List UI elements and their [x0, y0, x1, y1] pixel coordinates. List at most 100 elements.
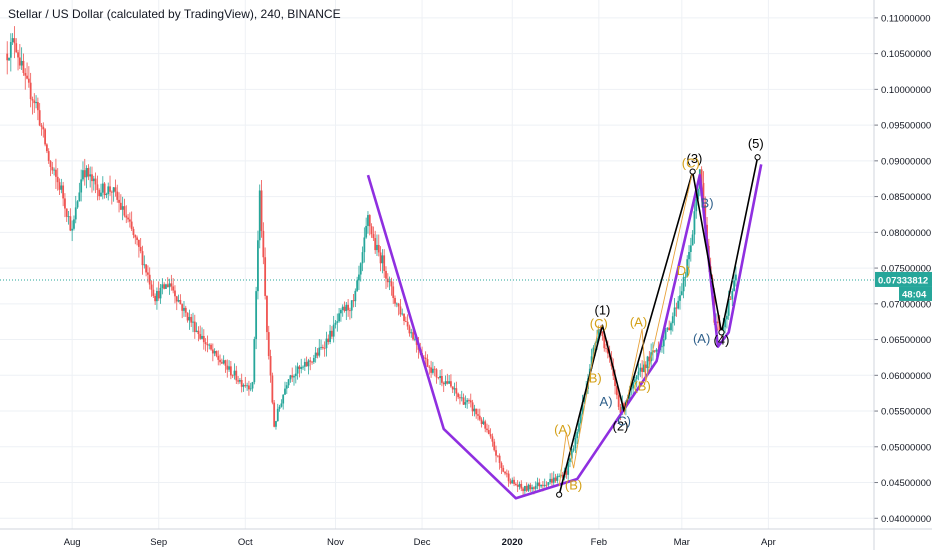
- candle-body: [246, 385, 249, 387]
- wave-label: D): [677, 263, 691, 278]
- y-tick-label: 0.05000000: [881, 442, 931, 453]
- candle-body: [109, 186, 111, 192]
- candle-body: [695, 199, 698, 212]
- candle-body: [262, 230, 265, 258]
- wave-label: (2): [613, 418, 629, 433]
- candle-body: [552, 477, 555, 483]
- candle-body: [202, 335, 205, 343]
- candle-body: [238, 379, 241, 382]
- candle-body: [661, 346, 663, 348]
- candle-body: [78, 192, 81, 202]
- candle-body: [195, 330, 198, 332]
- candle-body: [702, 182, 705, 205]
- candle-body: [340, 309, 342, 314]
- candle-body: [29, 82, 32, 100]
- candle-body: [219, 359, 221, 363]
- candle-body: [15, 43, 18, 53]
- wave-label: (A): [693, 331, 710, 346]
- candle-body: [478, 415, 481, 420]
- candle-body: [332, 324, 335, 337]
- candle-body: [718, 323, 721, 332]
- candle-body: [603, 336, 606, 349]
- candle-body: [679, 295, 681, 301]
- candle-body: [69, 216, 72, 231]
- candle-body: [55, 169, 57, 177]
- candle-body: [433, 368, 436, 370]
- candle-body: [385, 270, 387, 279]
- x-tick-label: Feb: [591, 537, 607, 548]
- candle-body: [684, 276, 687, 278]
- candle-body: [399, 306, 402, 315]
- candle-body: [477, 414, 479, 416]
- candle-body: [123, 206, 126, 216]
- candle-body: [150, 284, 153, 290]
- candle-body: [118, 199, 120, 203]
- candle-body: [208, 344, 211, 346]
- candle-body: [159, 287, 162, 299]
- candle-body: [336, 321, 339, 323]
- y-tick-label: 0.10500000: [881, 49, 931, 60]
- candle-body: [410, 332, 413, 334]
- candle-body: [601, 331, 604, 337]
- y-tick-label: 0.11000000: [881, 13, 931, 24]
- candle-body: [424, 357, 427, 360]
- candle-body: [527, 484, 530, 491]
- candle-body: [314, 352, 317, 358]
- candle-body: [513, 479, 515, 484]
- candle-body: [367, 215, 369, 226]
- wave-label: (A): [554, 422, 571, 437]
- candle-body: [311, 361, 313, 363]
- candle-body: [404, 320, 407, 322]
- candle-body: [491, 436, 494, 442]
- candle-body: [379, 252, 382, 264]
- candle-body: [606, 348, 609, 354]
- candle-body: [682, 277, 685, 292]
- candle-body: [460, 397, 463, 399]
- candle-body: [377, 244, 380, 253]
- candle-body: [439, 375, 442, 379]
- candle-body: [614, 375, 616, 387]
- candle-body: [525, 485, 528, 491]
- candle-body: [170, 283, 173, 287]
- candle-body: [505, 473, 508, 475]
- candle-body: [278, 406, 281, 409]
- candle-body: [634, 379, 636, 383]
- candle-body: [58, 182, 61, 190]
- candle-body: [516, 485, 519, 487]
- candle-body: [231, 375, 234, 377]
- candle-body: [536, 482, 539, 486]
- candle-body: [388, 281, 391, 283]
- candle-body: [294, 373, 297, 377]
- candle-body: [240, 379, 243, 387]
- candle-body: [318, 347, 321, 356]
- candle-body: [53, 169, 56, 171]
- candle-body: [381, 255, 384, 264]
- candle-body: [276, 408, 279, 422]
- candle-body: [617, 395, 620, 407]
- candle-body: [110, 191, 113, 193]
- candle-body: [446, 381, 449, 384]
- candle-body: [619, 406, 622, 413]
- candle-body: [8, 57, 10, 61]
- y-tick-label: 0.07500000: [881, 264, 931, 275]
- candle-body: [128, 219, 131, 222]
- wave-line-purple-channel: [366, 164, 763, 500]
- y-tick-label: 0.04000000: [881, 514, 931, 525]
- candle-body: [65, 208, 68, 217]
- candle-body: [484, 421, 487, 429]
- candle-body: [511, 479, 514, 484]
- candle-body: [152, 289, 155, 296]
- candle-body: [561, 474, 564, 478]
- y-tick-label: 0.09500000: [881, 121, 931, 132]
- candle-body: [529, 484, 532, 490]
- candle-body: [623, 403, 625, 409]
- candle-body: [305, 361, 308, 367]
- candle-body: [688, 251, 690, 260]
- candle-body: [621, 403, 624, 413]
- candle-body: [175, 296, 178, 302]
- candle-body: [341, 306, 344, 310]
- candle-body: [325, 338, 328, 349]
